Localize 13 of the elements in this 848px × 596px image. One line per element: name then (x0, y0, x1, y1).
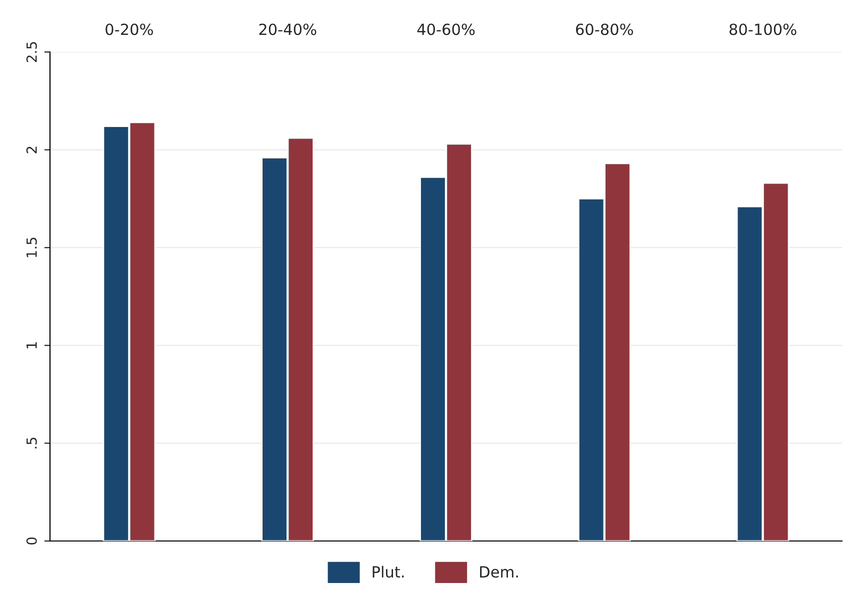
x-tick-label: 60-80% (576, 24, 634, 36)
y-tick-label: 1 (26, 342, 37, 348)
legend-label: Plut. (372, 566, 404, 578)
y-tick-label: 2 (26, 146, 37, 154)
legend-label: Dem. (480, 566, 518, 578)
y-tick-label: 0 (26, 538, 37, 545)
x-tick-label: 80-100% (730, 24, 796, 36)
y-tick-label: 1.5 (26, 238, 37, 258)
x-tick-label: 0-20% (106, 24, 153, 36)
y-tick-label: 2.5 (26, 42, 37, 62)
x-tick-label: 40-60% (417, 24, 475, 36)
y-tick-label: .5 (26, 438, 37, 448)
x-tick-label: 20-40% (259, 24, 316, 36)
